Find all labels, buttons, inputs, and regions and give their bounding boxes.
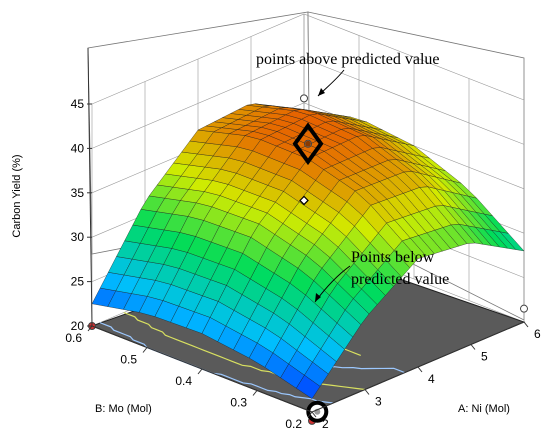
annotation-above-arrowhead <box>318 88 325 96</box>
annotation-below-line1: Points below <box>351 249 435 266</box>
annotation-above: points above predicted value <box>256 51 440 68</box>
annotation-below-line2: predicted value <box>351 271 449 288</box>
z-tick-label-2: 30 <box>71 230 85 244</box>
x-tick-label-4: 6 <box>534 327 541 341</box>
x-tick-label-3: 5 <box>481 350 488 364</box>
z-tick-label-0: 20 <box>71 319 85 333</box>
x-tick-mark-3 <box>470 344 476 350</box>
annotation-below-arrowhead <box>315 293 321 302</box>
z-axis-line <box>87 47 93 327</box>
x-tick-mark-4 <box>523 321 529 328</box>
x-tick-label-1: 3 <box>375 395 382 409</box>
y-tick-mark-2 <box>197 368 203 375</box>
y-tick-mark-0 <box>307 411 313 418</box>
diamond-marker <box>292 122 324 166</box>
z-tick-label-4: 40 <box>71 141 85 155</box>
y-tick-mark-4 <box>87 325 93 332</box>
design-points <box>88 94 528 425</box>
x-tick-mark-1 <box>364 389 370 395</box>
x-tick-mark-2 <box>417 366 423 373</box>
z-axis-label: Carbon Yield (%) <box>11 154 23 237</box>
y-tick-label-4: 0.6 <box>65 331 82 345</box>
x-tick-label-0: 2 <box>322 417 329 431</box>
small-diamond-marker <box>299 195 309 206</box>
y-tick-label-1: 0.3 <box>230 396 247 410</box>
y-tick-label-2: 0.4 <box>175 374 192 388</box>
y-tick-label-3: 0.5 <box>120 353 137 367</box>
design-point-4 <box>520 304 528 313</box>
y-tick-label-0: 0.2 <box>285 417 302 431</box>
z-tick-label-1: 25 <box>71 275 85 289</box>
surface-patch-25-0 <box>499 231 525 252</box>
design-point-1 <box>300 94 308 103</box>
response-surface <box>91 103 525 399</box>
z-tick-label-3: 35 <box>71 186 85 200</box>
y-tick-mark-1 <box>252 390 258 396</box>
z-tick-label-5: 45 <box>71 97 85 111</box>
y-axis-label: B: Mo (Mol) <box>95 403 152 415</box>
x-tick-mark-0 <box>311 411 317 418</box>
x-axis-label: A: Ni (Mol) <box>458 403 510 415</box>
x-tick-label-2: 4 <box>428 372 435 386</box>
diamond-center-point <box>305 140 311 147</box>
y-tick-mark-3 <box>142 347 148 353</box>
